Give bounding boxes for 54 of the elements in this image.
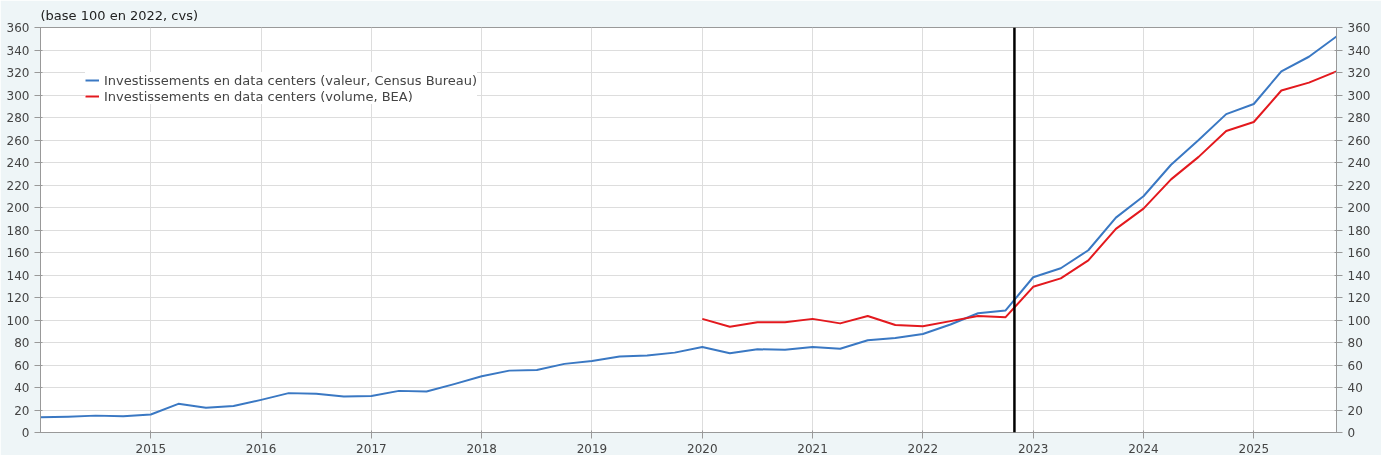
y-tick-label: 240 <box>6 156 30 170</box>
line-series <box>40 35 1337 419</box>
y2-tick-label: 60 <box>1347 358 1363 373</box>
y-tick-label: 100 <box>6 313 30 328</box>
y-tick-label: 180 <box>6 223 30 238</box>
y2-tick-label: 100 <box>1347 313 1371 328</box>
y-tick-label: 300 <box>6 88 30 103</box>
y2-tick-label: 180 <box>1347 223 1371 238</box>
x-tick-label: 2017 <box>356 441 387 455</box>
x-tick-label: 2019 <box>576 441 608 455</box>
y-tick-label: 220 <box>6 178 30 193</box>
y2-tick-label: 220 <box>1347 178 1371 193</box>
x-tick-label: 2021 <box>797 441 828 455</box>
legend-label: Investissements en data centers (volume, BEA) <box>104 88 413 104</box>
y2-tick-label: 0 <box>1347 426 1356 440</box>
x-tick-label: 2022 <box>907 441 939 455</box>
y2-tick-label: 320 <box>1347 66 1371 80</box>
y2-tick-label: 160 <box>1347 246 1371 260</box>
x-tick-label: 2024 <box>1128 441 1159 455</box>
x-tick-label: 2015 <box>135 441 167 455</box>
y2-tick-label: 300 <box>1347 88 1371 103</box>
y-tick-label: 0 <box>21 426 30 440</box>
y2-tick-label: 260 <box>1347 133 1371 148</box>
y2-tick-label: 340 <box>1347 43 1371 58</box>
x-tick-label: 2020 <box>687 441 718 455</box>
y-tick-label: 200 <box>6 201 30 215</box>
y-tick-label: 80 <box>14 336 30 350</box>
y2-tick-label: 40 <box>1347 381 1363 395</box>
y2-tick-label: 80 <box>1347 336 1363 350</box>
line-series <box>701 70 1337 328</box>
y-tick-label: 260 <box>6 133 30 148</box>
x-tick-label: 2025 <box>1238 441 1270 455</box>
y-tick-label: 140 <box>6 268 30 283</box>
y-tick-label: 160 <box>6 246 30 260</box>
y-tick-label: 280 <box>6 111 30 125</box>
chart-title: (base 100 en 2022, cvs) <box>40 7 199 23</box>
x-tick-label: 2023 <box>1017 441 1049 455</box>
y-tick-label: 20 <box>14 403 30 418</box>
y-tick-label: 120 <box>6 291 30 305</box>
x-tick-label: 2016 <box>245 441 277 455</box>
y-tick-label: 60 <box>14 358 30 373</box>
y2-tick-label: 20 <box>1347 403 1363 418</box>
y-tick-label: 360 <box>6 21 30 35</box>
y2-tick-label: 200 <box>1347 201 1371 215</box>
y2-tick-label: 240 <box>1347 156 1371 170</box>
y-tick-label: 340 <box>6 43 30 58</box>
y2-tick-label: 120 <box>1347 291 1371 305</box>
y-tick-label: 40 <box>14 381 30 395</box>
y-tick-label: 320 <box>6 66 30 80</box>
y2-tick-label: 140 <box>1347 268 1371 283</box>
y2-tick-label: 360 <box>1347 21 1371 35</box>
x-tick-label: 2018 <box>466 441 497 455</box>
y2-tick-label: 280 <box>1347 111 1371 125</box>
legend-label: Investissements en data centers (valeur, Census Bureau) <box>104 72 478 88</box>
